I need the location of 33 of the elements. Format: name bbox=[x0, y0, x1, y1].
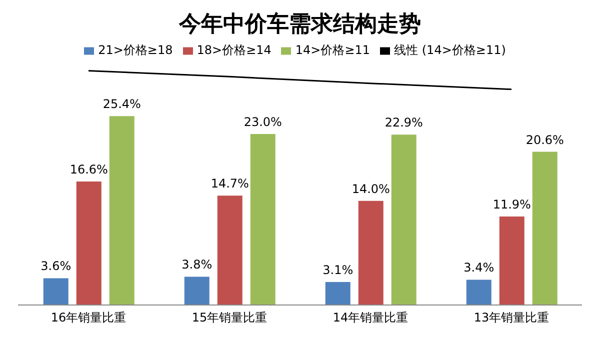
data-label: 20.6% bbox=[526, 132, 564, 147]
data-label: 3.6% bbox=[40, 259, 72, 274]
data-label: 23.0% bbox=[244, 114, 282, 129]
bar bbox=[325, 282, 350, 305]
chart-title: 今年中价车需求结构走势 bbox=[178, 11, 422, 39]
data-label: 3.1% bbox=[322, 262, 354, 277]
bar bbox=[358, 200, 384, 305]
data-label: 16.6% bbox=[70, 162, 108, 177]
bar bbox=[391, 134, 416, 305]
data-label: 11.9% bbox=[492, 197, 531, 212]
bar bbox=[250, 134, 276, 305]
x-tick-label: 15年销量比重 bbox=[192, 310, 268, 325]
bar bbox=[532, 152, 558, 305]
legend-label: 18>价格≥14 bbox=[196, 43, 272, 57]
data-label: 14.0% bbox=[352, 182, 390, 196]
data-label: 3.4% bbox=[464, 260, 494, 275]
bar bbox=[76, 182, 102, 305]
data-label: 14.7% bbox=[210, 176, 249, 191]
bar bbox=[217, 196, 242, 305]
data-label: 22.9% bbox=[384, 116, 423, 130]
bar bbox=[184, 276, 210, 305]
legend-label: 21>价格≥18 bbox=[98, 43, 173, 57]
bar bbox=[43, 278, 68, 305]
legend-label: 线性 (14>价格≥11) bbox=[394, 43, 506, 57]
data-label: 3.8% bbox=[182, 258, 212, 272]
bar bbox=[466, 280, 492, 305]
bar bbox=[109, 116, 134, 305]
legend-label: 14>价格≥11 bbox=[295, 43, 370, 57]
data-label: 25.4% bbox=[102, 97, 141, 112]
x-tick-label: 16年销量比重 bbox=[50, 310, 126, 325]
bar bbox=[499, 216, 524, 305]
x-tick-label: 14年销量比重 bbox=[332, 310, 408, 325]
x-tick-label: 13年销量比重 bbox=[474, 310, 550, 325]
